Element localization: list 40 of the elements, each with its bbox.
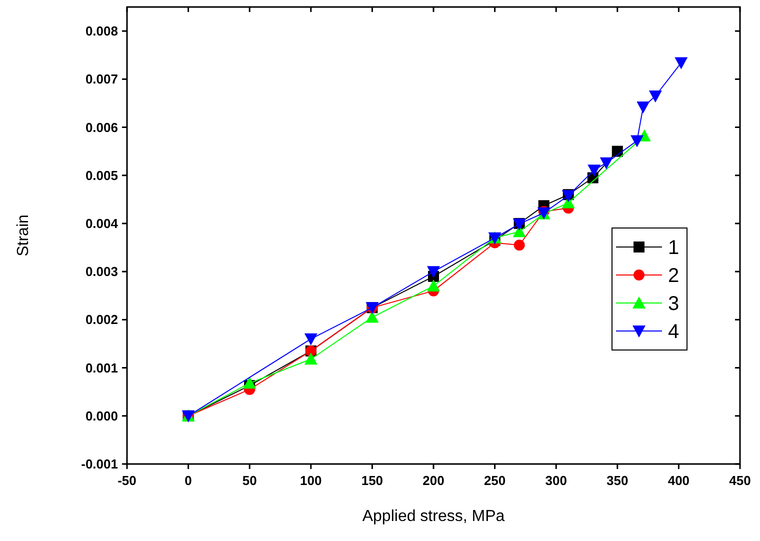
x-tick-label: 250 [484,473,506,488]
point [366,310,379,323]
point [243,376,256,389]
y-tick-label: 0.000 [85,408,118,424]
y-tick-label: 0.007 [85,72,118,87]
y-tick-label: 0.005 [85,168,118,183]
legend-label: 4 [668,321,680,343]
y-tick-label: 0.004 [85,216,119,232]
x-tick-label: 450 [729,473,751,488]
y-tick-label: 0.006 [85,120,118,135]
point [674,57,688,70]
x-tick-label: 150 [361,473,384,488]
x-tick-label: 50 [242,473,257,488]
y-tick-label: 0.002 [85,312,118,328]
point [427,266,440,278]
y-tick-label: 0.008 [85,24,118,39]
x-tick-label: 0 [184,473,192,488]
point [427,280,440,292]
point [304,333,318,346]
point [600,157,613,170]
legend-label: 1 [668,237,680,259]
y-tick-label: 0.001 [85,360,118,376]
x-tick-label: 100 [300,473,322,488]
x-axis-title: Applied stress, MPa [362,508,505,525]
point [648,90,662,102]
point [636,102,650,114]
point [588,164,601,177]
x-tick-label: 350 [606,473,628,488]
y-tick-label: 0.003 [85,264,118,280]
x-tick-label: 400 [668,473,690,488]
legend-label: 2 [668,265,680,287]
y-axis-title: Strain [15,214,32,256]
x-tick-label: -50 [118,473,136,488]
legend-label: 3 [668,293,680,315]
point [514,240,525,251]
x-tick-label: 200 [422,473,444,488]
y-tick-label: -0.001 [81,456,118,472]
x-tick-label: 300 [545,473,567,488]
point [630,135,644,148]
point [304,352,318,365]
